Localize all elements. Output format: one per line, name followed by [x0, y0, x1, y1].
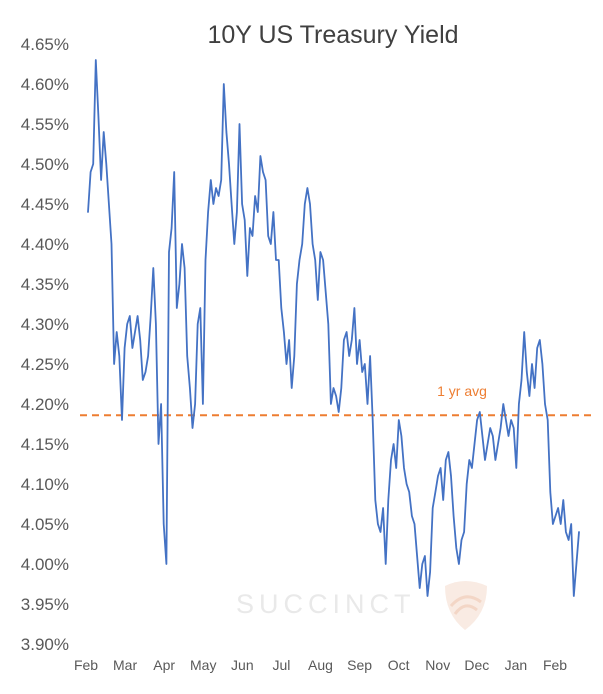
x-tick-label: Jun [231, 657, 254, 673]
y-tick-label: 3.95% [21, 595, 69, 614]
x-axis: Feb Mar Apr May Jun Jul Aug Sep Oct Nov Dec Jan Feb [74, 657, 567, 673]
x-tick-label: May [190, 657, 216, 673]
watermark-logo-icon [445, 581, 487, 630]
y-tick-label: 4.00% [21, 555, 69, 574]
y-tick-label: 4.30% [21, 315, 69, 334]
y-tick-label: 4.15% [21, 435, 69, 454]
y-tick-label: 4.60% [21, 75, 69, 94]
chart-title: 10Y US Treasury Yield [207, 21, 458, 49]
x-tick-label: Mar [113, 657, 137, 673]
y-tick-label: 4.25% [21, 355, 69, 374]
y-tick-label: 4.35% [21, 275, 69, 294]
x-tick-label: Oct [388, 657, 410, 673]
x-tick-label: Jan [505, 657, 528, 673]
y-tick-label: 3.90% [21, 635, 69, 654]
y-tick-label: 4.55% [21, 115, 69, 134]
x-tick-label: Apr [153, 657, 175, 673]
x-tick-label: Aug [308, 657, 333, 673]
y-tick-label: 4.05% [21, 515, 69, 534]
y-axis: 3.90% 3.95% 4.00% 4.05% 4.10% 4.15% 4.20% 4.25%… [21, 35, 69, 654]
x-tick-label: Dec [464, 657, 489, 673]
y-tick-label: 4.20% [21, 395, 69, 414]
watermark-text: SUCCINCT [236, 589, 416, 619]
y-tick-label: 4.45% [21, 195, 69, 214]
average-layer: 1 yr avg [80, 383, 592, 417]
y-tick-label: 4.40% [21, 235, 69, 254]
x-tick-label: Nov [425, 657, 450, 673]
series-line [87, 59, 580, 597]
watermark: SUCCINCT [236, 581, 487, 630]
x-tick-label: Jul [272, 657, 290, 673]
x-tick-label: Feb [543, 657, 567, 673]
series-layer [87, 59, 580, 597]
x-tick-label: Feb [74, 657, 98, 673]
average-label: 1 yr avg [437, 383, 487, 399]
y-tick-label: 4.10% [21, 475, 69, 494]
y-tick-label: 4.65% [21, 35, 69, 54]
x-tick-label: Sep [347, 657, 372, 673]
y-tick-label: 4.50% [21, 155, 69, 174]
